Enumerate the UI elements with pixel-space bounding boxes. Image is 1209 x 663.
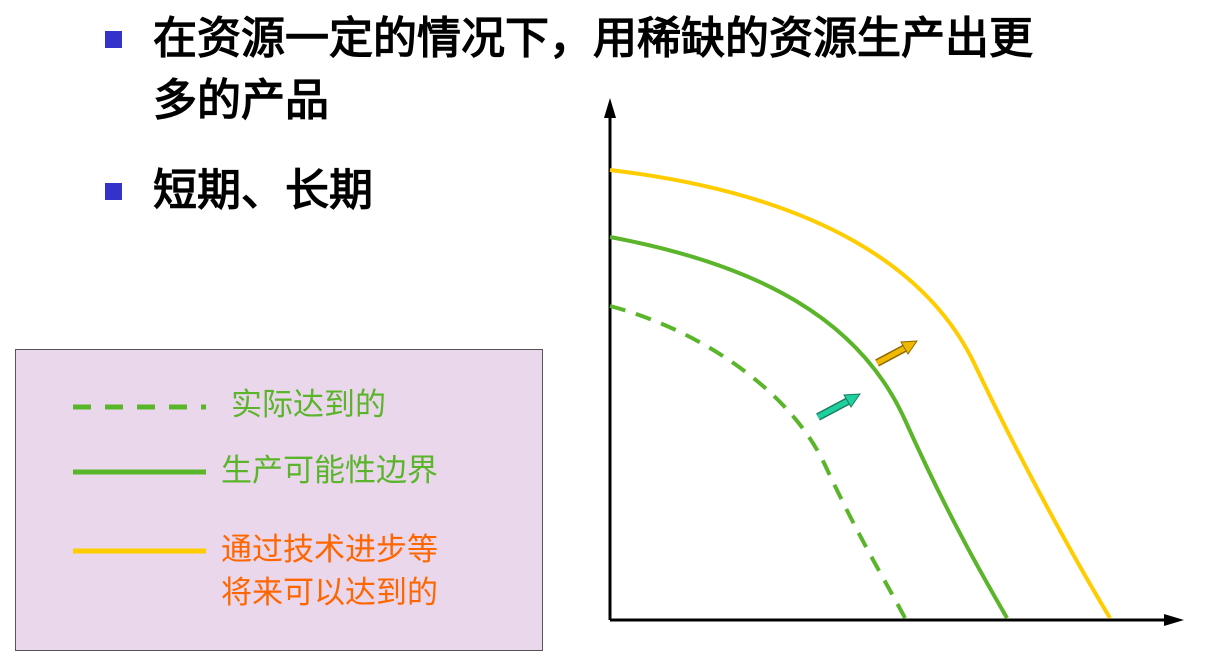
future-curve [609, 168, 1112, 620]
bullet-text-line2: 多的产品 [153, 75, 329, 126]
legend-label-actual: 实际达到的 [231, 387, 386, 423]
legend-swatches [73, 404, 206, 554]
shift-arrow-teal [816, 393, 861, 421]
bullet-text: 短期、长期 [153, 165, 373, 216]
legend-box: 实际达到的 生产可能性边界 通过技术进步等 将来可以达到的 [15, 349, 543, 651]
x-axis-arrowhead [1164, 614, 1184, 626]
y-axis-arrowhead [604, 98, 616, 118]
bullet-square-icon [105, 31, 122, 48]
bullet-text-line1: 在资源一定的情况下，用稀缺的资源生产出更 [153, 13, 1033, 64]
shift-arrow-gold [875, 340, 918, 367]
legend-label-future-line1: 通过技术进步等 [221, 532, 438, 568]
legend-label-ppf: 生产可能性边界 [221, 453, 438, 489]
bullet-square-icon [105, 183, 122, 200]
ppf-curve [609, 235, 1009, 620]
legend-label-future-line2: 将来可以达到的 [221, 575, 438, 611]
